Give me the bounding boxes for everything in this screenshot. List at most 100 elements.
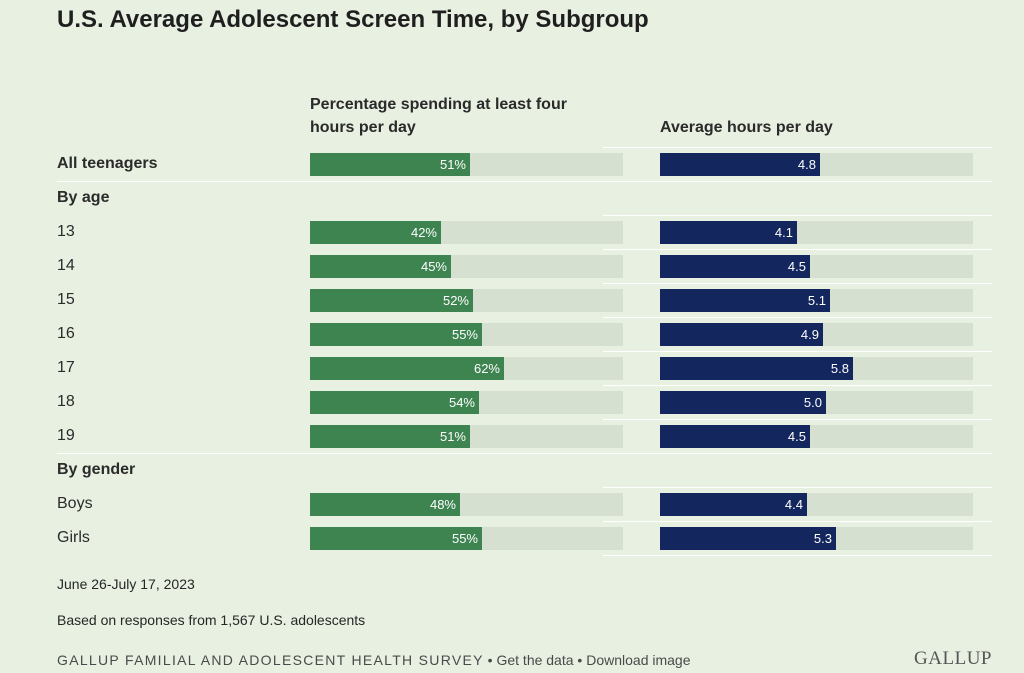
pct-bar: 42% xyxy=(310,221,441,244)
row-divider xyxy=(603,283,992,284)
hrs-bar-track: 4.8 xyxy=(660,153,973,176)
hrs-bar-track: 5.3 xyxy=(660,527,973,550)
hrs-bar: 5.8 xyxy=(660,357,853,380)
hrs-value-label: 4.4 xyxy=(784,497,803,512)
bar-row-16: 16 55% 4.9 xyxy=(57,317,992,351)
hrs-value-label: 4.9 xyxy=(800,327,819,342)
row-label: 17 xyxy=(57,359,75,376)
row-label: 19 xyxy=(57,427,75,444)
pct-bar-track: 51% xyxy=(310,153,623,176)
row-divider xyxy=(603,249,992,250)
hrs-value-label: 5.8 xyxy=(830,361,849,376)
group-label: By gender xyxy=(57,461,136,478)
pct-bar: 54% xyxy=(310,391,479,414)
hrs-value-label: 4.5 xyxy=(787,429,806,444)
pct-bar: 55% xyxy=(310,527,482,550)
hrs-bar: 5.3 xyxy=(660,527,836,550)
row-divider xyxy=(57,181,992,182)
hrs-bar: 4.5 xyxy=(660,255,810,278)
pct-bar: 45% xyxy=(310,255,451,278)
pct-value-label: 42% xyxy=(410,225,437,240)
bar-row-13: 13 42% 4.1 xyxy=(57,215,992,249)
footer: GALLUP FAMILIAL AND ADOLESCENT HEALTH SU… xyxy=(57,652,691,668)
pct-bar-track: 45% xyxy=(310,255,623,278)
pct-value-label: 48% xyxy=(429,497,456,512)
pct-value-label: 55% xyxy=(451,531,478,546)
pct-value-label: 55% xyxy=(451,327,478,342)
hrs-value-label: 4.1 xyxy=(774,225,793,240)
date-note: June 26-July 17, 2023 xyxy=(57,576,195,592)
bar-row-boys: Boys 48% 4.4 xyxy=(57,487,992,521)
group-header-row: By age xyxy=(57,181,992,215)
download-image-link[interactable]: Download image xyxy=(586,652,691,668)
row-label: 15 xyxy=(57,291,75,308)
pct-value-label: 52% xyxy=(442,293,469,308)
pct-bar-track: 62% xyxy=(310,357,623,380)
row-label: Boys xyxy=(57,495,93,512)
group-label: By age xyxy=(57,189,110,206)
row-divider xyxy=(603,555,992,556)
hrs-value-label: 5.3 xyxy=(813,531,832,546)
row-label: 13 xyxy=(57,223,75,240)
row-label: 14 xyxy=(57,257,75,274)
footer-separator: • xyxy=(483,652,497,668)
pct-bar-track: 52% xyxy=(310,289,623,312)
pct-bar-track: 48% xyxy=(310,493,623,516)
pct-bar: 51% xyxy=(310,425,470,448)
bar-row-all-teenagers: All teenagers 51% 4.8 xyxy=(57,147,992,181)
row-label: 18 xyxy=(57,393,75,410)
hrs-bar: 4.9 xyxy=(660,323,823,346)
percentage-column-header: Percentage spending at least four hours … xyxy=(310,96,567,136)
row-divider xyxy=(603,351,992,352)
row-divider xyxy=(603,317,992,318)
hrs-value-label: 5.1 xyxy=(807,293,826,308)
bar-row-15: 15 52% 5.1 xyxy=(57,283,992,317)
row-label: 16 xyxy=(57,325,75,342)
hrs-bar: 4.5 xyxy=(660,425,810,448)
pct-bar-track: 55% xyxy=(310,323,623,346)
pct-value-label: 45% xyxy=(420,259,447,274)
hrs-bar-track: 4.4 xyxy=(660,493,973,516)
pct-bar-track: 54% xyxy=(310,391,623,414)
bar-row-18: 18 54% 5.0 xyxy=(57,385,992,419)
hrs-bar-track: 4.9 xyxy=(660,323,973,346)
pct-value-label: 51% xyxy=(439,429,466,444)
bar-row-girls: Girls 55% 5.3 xyxy=(57,521,992,555)
pct-bar: 62% xyxy=(310,357,504,380)
hrs-bar-track: 5.0 xyxy=(660,391,973,414)
pct-bar-track: 51% xyxy=(310,425,623,448)
row-label: All teenagers xyxy=(57,155,158,172)
hrs-bar: 4.8 xyxy=(660,153,820,176)
hrs-bar-track: 4.1 xyxy=(660,221,973,244)
row-divider xyxy=(57,453,992,454)
get-data-link[interactable]: Get the data xyxy=(496,652,574,668)
group-header-row: By gender xyxy=(57,453,992,487)
hours-column-header: Average hours per day xyxy=(660,119,833,136)
pct-bar-track: 42% xyxy=(310,221,623,244)
hrs-bar: 4.1 xyxy=(660,221,797,244)
pct-bar: 51% xyxy=(310,153,470,176)
row-divider xyxy=(603,487,992,488)
hrs-bar-track: 4.5 xyxy=(660,255,973,278)
pct-value-label: 62% xyxy=(473,361,500,376)
pct-value-label: 54% xyxy=(448,395,475,410)
gallup-logo: GALLUP xyxy=(914,648,992,669)
hrs-value-label: 4.5 xyxy=(787,259,806,274)
footer-separator: • xyxy=(573,652,587,668)
row-divider xyxy=(603,385,992,386)
row-label: Girls xyxy=(57,529,90,546)
bar-row-14: 14 45% 4.5 xyxy=(57,249,992,283)
survey-source: GALLUP FAMILIAL AND ADOLESCENT HEALTH SU… xyxy=(57,652,484,668)
hrs-bar: 4.4 xyxy=(660,493,807,516)
row-divider xyxy=(603,215,992,216)
hrs-bar: 5.0 xyxy=(660,391,826,414)
row-divider xyxy=(603,419,992,420)
bar-row-19: 19 51% 4.5 xyxy=(57,419,992,453)
row-divider xyxy=(603,147,992,148)
pct-value-label: 51% xyxy=(439,157,466,172)
hrs-bar: 5.1 xyxy=(660,289,830,312)
hrs-bar-track: 5.8 xyxy=(660,357,973,380)
pct-bar: 48% xyxy=(310,493,460,516)
sample-note: Based on responses from 1,567 U.S. adole… xyxy=(57,612,366,628)
bar-row-17: 17 62% 5.8 xyxy=(57,351,992,385)
